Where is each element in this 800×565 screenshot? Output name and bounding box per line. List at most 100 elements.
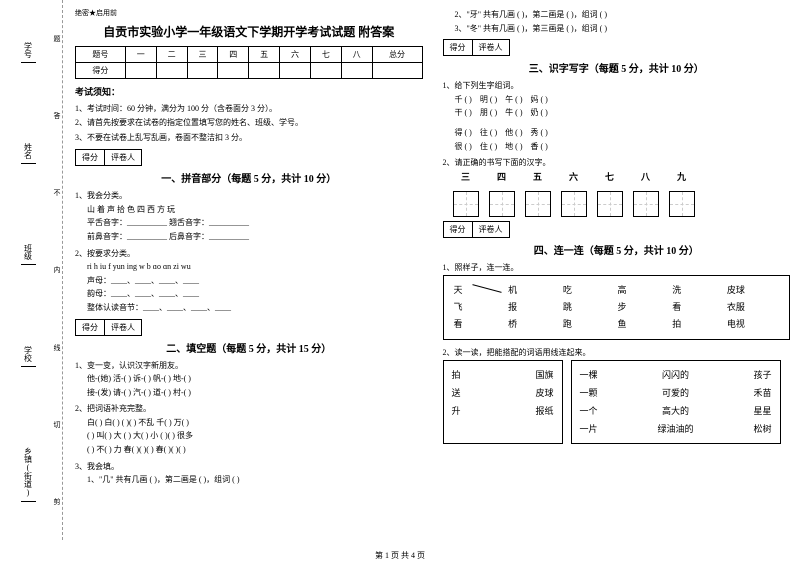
q-line: 平舌音字：__________ 翘舌音字：__________ <box>75 216 423 230</box>
mark: 题 <box>52 35 62 42</box>
side-label: 姓名 <box>21 139 36 164</box>
cell: 机 <box>508 282 560 299</box>
cell: 禾苗 <box>753 384 771 402</box>
q-head: 1、变一变，认识汉字新朋友。 <box>75 359 423 373</box>
q3: 1、变一变，认识汉字新朋友。 他-(她) 活-( ) 诉-( ) 帆-( ) 地… <box>75 359 423 400</box>
cell: 很 ( ) <box>455 142 472 151</box>
th: 五 <box>249 47 280 63</box>
cell: 明 ( ) <box>480 95 497 104</box>
th: 六 <box>280 47 311 63</box>
grader-person: 评卷人 <box>473 221 510 238</box>
td <box>310 63 341 79</box>
notice-item: 2、请首先按要求在试卷的指定位置填写您的姓名、班级、学号。 <box>75 116 423 130</box>
section-4-title: 四、连一连（每题 5 分，共计 10 分） <box>443 242 791 257</box>
box-row: 一颗可爱的禾苗 <box>580 384 772 402</box>
td <box>218 63 249 79</box>
cell: 吃 <box>563 282 615 299</box>
notice-item: 1、考试时间：60 分钟，满分为 100 分（含卷面分 3 分）。 <box>75 102 423 116</box>
q-line: 2、"牙" 共有几画 ( )，第二画是 ( )，组词 ( ) <box>443 8 791 22</box>
mark: 剪 <box>52 498 62 505</box>
cell: 步 <box>618 299 670 316</box>
grader-person: 评卷人 <box>105 149 142 166</box>
th: 一 <box>125 47 156 63</box>
grader-score: 得分 <box>443 39 473 56</box>
cell: 孩子 <box>753 366 771 384</box>
th: 题号 <box>76 47 126 63</box>
num-labels: 三 四 五 六 七 八 九 <box>453 170 791 185</box>
q-head: 1、给下列生字组词。 <box>443 79 791 93</box>
match-row: 天机 吃高 洗皮球 <box>454 282 780 299</box>
label: 声母： <box>87 276 111 285</box>
box-row: 一棵闪闪的孩子 <box>580 366 772 384</box>
cell: 得 ( ) <box>455 128 472 137</box>
char-cell <box>489 191 515 217</box>
cell: 千 ( ) <box>455 95 472 104</box>
cell: 香 ( ) <box>530 142 547 151</box>
box-row: 一片绿油油的松树 <box>580 420 772 438</box>
q-line: 3、"冬" 共有几画 ( )，第三画是 ( )，组词 ( ) <box>443 22 791 36</box>
cell: 午 ( ) <box>505 95 522 104</box>
q-head: 2、读一读，把能搭配的词语用线连起来。 <box>443 346 791 360</box>
cell: 他 ( ) <box>505 128 522 137</box>
section-2-title: 二、填空题（每题 5 分，共计 15 分） <box>75 340 423 355</box>
grader-box: 得分 评卷人 <box>443 39 791 56</box>
num: 五 <box>525 170 551 185</box>
q4: 2、把词语补充完整。 白( ) 白( ) ( )( ) 不乱 千( ) 万( )… <box>75 402 423 456</box>
q5: 3、我会填。 1、"几" 共有几画 ( )，第二画是 ( )，组词 ( ) <box>75 460 423 487</box>
cell: 干 ( ) <box>455 108 472 117</box>
cell: 国旗 <box>535 366 553 384</box>
q-line: 白( ) 白( ) ( )( ) 不乱 千( ) 万( ) <box>75 416 423 430</box>
q-row: 千 ( ) 明 ( ) 午 ( ) 妈 ( ) <box>443 93 791 107</box>
grader-score: 得分 <box>75 319 105 336</box>
label: 后鼻音字： <box>169 232 209 241</box>
left-box: 拍国旗 送皮球 升报纸 <box>443 360 563 444</box>
q-head: 1、我会分类。 <box>75 189 423 203</box>
notice-list: 1、考试时间：60 分钟，满分为 100 分（含卷面分 3 分）。 2、请首先按… <box>75 102 423 145</box>
score-table: 题号 一 二 三 四 五 六 七 八 总分 得分 <box>75 46 423 79</box>
page-content: 绝密★启用前 自贡市实验小学一年级语文下学期开学考试试题 附答案 题号 一 二 … <box>75 8 790 490</box>
q-line: 山 着 声 拾 色 四 西 方 玩 <box>75 203 423 217</box>
grader-score: 得分 <box>75 149 105 166</box>
section-3-title: 三、识字写字（每题 5 分，共计 10 分） <box>443 60 791 75</box>
q-head: 2、请正确的书写下面的汉字。 <box>443 156 791 170</box>
q7: 2、请正确的书写下面的汉字。 三 四 五 六 七 八 九 <box>443 156 791 217</box>
cut-line-marks: 题 答 不 内 线 切 剪 <box>48 0 66 540</box>
grader-person: 评卷人 <box>105 319 142 336</box>
td <box>125 63 156 79</box>
cell: 衣服 <box>727 299 779 316</box>
q-line: 声母：____、____、____、____ <box>75 274 423 288</box>
char-cell <box>525 191 551 217</box>
cell: 地 ( ) <box>505 142 522 151</box>
q-head: 1、照样子，连一连。 <box>443 261 791 275</box>
label: 整体认读音节： <box>87 303 143 312</box>
page-footer: 第 1 页 共 4 页 <box>0 550 800 561</box>
cell: 报 <box>508 299 560 316</box>
mark: 切 <box>52 421 62 428</box>
td <box>156 63 187 79</box>
td: 得分 <box>76 63 126 79</box>
cell: 一棵 <box>580 366 598 384</box>
num: 三 <box>453 170 479 185</box>
q-line: 1、"几" 共有几画 ( )，第二画是 ( )，组词 ( ) <box>75 473 423 487</box>
cell: 一片 <box>580 420 598 438</box>
cell: 住 ( ) <box>480 142 497 151</box>
cell: 看 <box>672 299 724 316</box>
td <box>372 63 422 79</box>
two-box: 拍国旗 送皮球 升报纸 一棵闪闪的孩子 一颗可爱的禾苗 一个高大的星星 一片绿油… <box>443 360 791 444</box>
cell: 拍 <box>672 316 724 333</box>
num: 九 <box>669 170 695 185</box>
cell: 皮球 <box>535 384 553 402</box>
th: 七 <box>310 47 341 63</box>
secret-label: 绝密★启用前 <box>75 8 423 18</box>
q2: 2、按要求分类。 ri h iu f yun ing w b ɑo ɑn zi … <box>75 247 423 315</box>
mark: 线 <box>52 344 62 351</box>
right-box: 一棵闪闪的孩子 一颗可爱的禾苗 一个高大的星星 一片绿油油的松树 <box>571 360 781 444</box>
box-row: 拍国旗 <box>452 366 554 384</box>
q-line: 接-(发) 请-( ) 汽-( ) 道-( ) 村-( ) <box>75 386 423 400</box>
cell: 报纸 <box>535 402 553 420</box>
cell: 一个 <box>580 402 598 420</box>
cell: 妈 ( ) <box>530 95 547 104</box>
cell: 牛 ( ) <box>505 108 522 117</box>
notice-head: 考试须知： <box>75 85 423 98</box>
char-cell <box>561 191 587 217</box>
